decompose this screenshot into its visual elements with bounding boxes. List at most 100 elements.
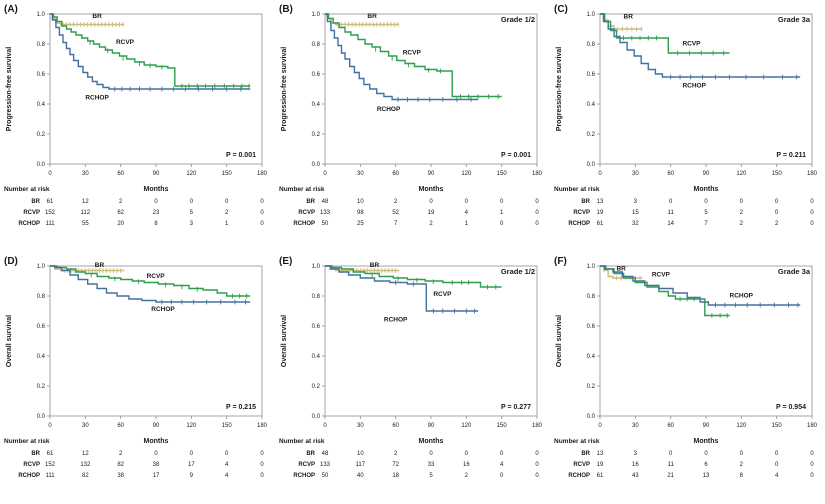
panel-letter: (B) (279, 4, 293, 15)
risk-row-name-RCHOP: RCHOP (18, 473, 40, 479)
y-tick-label: 0.6 (587, 72, 596, 78)
risk-row-name-BR: BR (581, 199, 590, 205)
x-axis-label: Months (419, 438, 444, 445)
panel-subtitle: Grade 1/2 (501, 15, 535, 24)
x-axis-label: Months (419, 186, 444, 193)
km-curve-BR (600, 265, 643, 279)
series-label-BR: BR (367, 13, 377, 20)
y-tick-label: 1.0 (587, 264, 596, 270)
panel-letter: (E) (279, 256, 292, 267)
risk-value: 0 (154, 451, 158, 457)
risk-row-name-RCVP: RCVP (23, 462, 40, 468)
risk-row-name-BR: BR (31, 451, 40, 457)
risk-value: 5 (704, 210, 708, 216)
y-tick-label: 0.4 (37, 354, 46, 360)
risk-value: 132 (80, 462, 91, 468)
x-tick-label: 150 (497, 171, 508, 177)
series-label-RCVP: RCVP (116, 39, 135, 46)
risk-value: 1 (500, 210, 504, 216)
risk-value: 2 (119, 199, 123, 205)
risk-value: 38 (153, 462, 160, 468)
risk-value: 0 (225, 199, 229, 205)
risk-value: 2 (429, 221, 433, 227)
risk-value: 38 (117, 473, 124, 479)
y-tick-label: 0.8 (37, 42, 46, 48)
risk-value: 0 (740, 451, 744, 457)
risk-value: 0 (260, 462, 264, 468)
risk-value: 61 (47, 451, 54, 457)
x-tick-label: 60 (667, 171, 674, 177)
risk-value: 0 (500, 199, 504, 205)
y-tick-label: 0.4 (37, 102, 46, 108)
y-tick-label: 0.0 (587, 414, 596, 420)
x-tick-label: 180 (807, 423, 818, 429)
risk-value: 0 (429, 451, 433, 457)
y-tick-label: 0.2 (37, 132, 46, 138)
risk-row-name-RCHOP: RCHOP (568, 473, 590, 479)
series-label-RCHOP: RCHOP (682, 83, 706, 90)
y-axis-label: Overall survival (6, 315, 13, 367)
plot-frame (324, 13, 538, 165)
x-tick-label: 90 (703, 423, 710, 429)
x-tick-label: 0 (48, 171, 52, 177)
km-curve-RCHOP (325, 13, 479, 101)
x-axis-label: Months (694, 438, 719, 445)
risk-row-name-BR: BR (581, 451, 590, 457)
x-tick-label: 150 (772, 423, 783, 429)
risk-value: 152 (45, 462, 56, 468)
risk-value: 2 (740, 462, 744, 468)
risk-value: 0 (225, 451, 229, 457)
x-tick-label: 0 (323, 171, 327, 177)
y-tick-label: 0.0 (587, 162, 596, 168)
risk-value: 0 (810, 462, 814, 468)
y-tick-label: 0.8 (587, 294, 596, 300)
x-tick-label: 120 (461, 423, 472, 429)
y-tick-label: 0.0 (37, 162, 46, 168)
risk-value: 11 (668, 210, 675, 216)
risk-value: 18 (392, 473, 399, 479)
panel-subtitle: Grade 3a (778, 15, 811, 24)
series-label-RCHOP: RCHOP (85, 95, 109, 102)
risk-value: 0 (535, 473, 539, 479)
series-label-BR: BR (370, 262, 380, 269)
x-tick-label: 150 (772, 171, 783, 177)
y-axis-label: Overall survival (556, 315, 563, 367)
risk-value: 2 (394, 199, 398, 205)
km-curve-RCVP (600, 265, 730, 317)
panel-subtitle: Grade 1/2 (501, 267, 535, 276)
km-curve-RCVP (50, 265, 251, 297)
risk-value: 4 (225, 462, 229, 468)
risk-value: 0 (260, 210, 264, 216)
risk-value: 20 (117, 221, 124, 227)
x-tick-label: 150 (497, 423, 508, 429)
risk-value: 48 (322, 199, 329, 205)
series-label-BR: BR (95, 262, 105, 269)
risk-value: 5 (429, 473, 433, 479)
risk-value: 152 (45, 210, 56, 216)
plot-frame (599, 13, 813, 165)
risk-value: 2 (394, 451, 398, 457)
risk-value: 0 (260, 451, 264, 457)
risk-value: 21 (667, 473, 674, 479)
risk-value: 2 (740, 210, 744, 216)
x-axis-label: Months (144, 438, 169, 445)
risk-value: 0 (810, 199, 814, 205)
risk-value: 82 (82, 473, 89, 479)
risk-value: 5 (190, 210, 194, 216)
x-tick-label: 0 (48, 423, 52, 429)
p-value: P = 0.277 (501, 404, 531, 411)
risk-value: 13 (597, 451, 604, 457)
y-tick-label: 0.4 (587, 354, 596, 360)
risk-value: 62 (117, 210, 124, 216)
risk-value: 0 (775, 210, 779, 216)
risk-value: 0 (465, 451, 469, 457)
risk-value: 98 (357, 210, 364, 216)
panel-c-pfs-grade3a: 0 30 60 90 120 150 180 0.0 0.2 0.4 0.6 0.8 1.0 BR RCVP… (550, 0, 825, 252)
risk-value: 32 (632, 221, 639, 227)
y-tick-label: 0.2 (312, 384, 321, 390)
y-tick-label: 1.0 (587, 12, 596, 18)
risk-value: 0 (500, 451, 504, 457)
risk-value: 43 (632, 473, 639, 479)
risk-value: 4 (775, 473, 779, 479)
